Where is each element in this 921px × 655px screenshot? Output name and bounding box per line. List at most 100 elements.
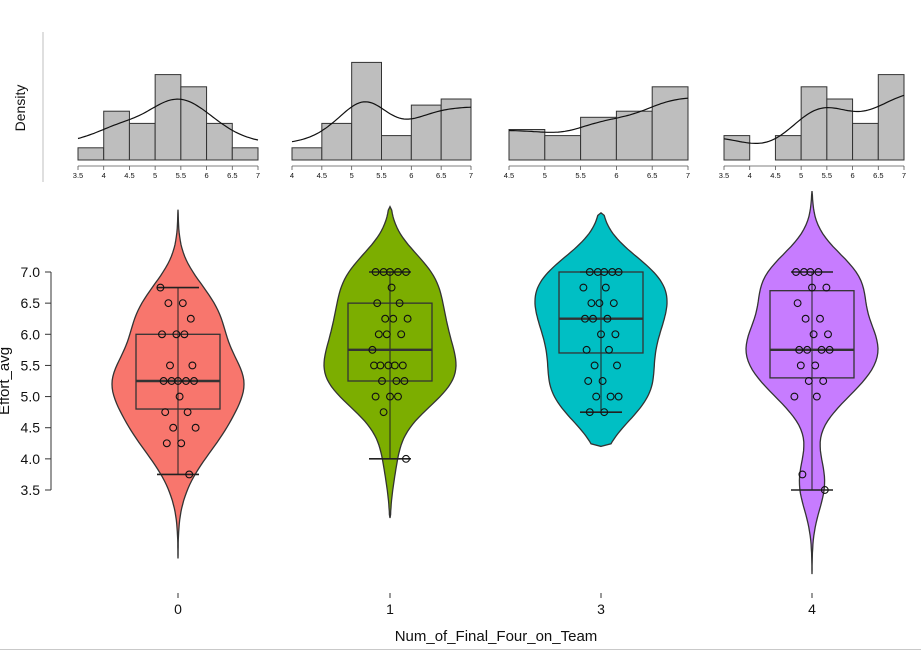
histogram-bar	[651, 86, 689, 161]
histogram-tick-label: 5	[350, 171, 354, 180]
histogram-bar	[381, 135, 412, 161]
data-point	[819, 377, 828, 385]
data-point	[603, 314, 612, 323]
histogram-bar	[877, 74, 905, 161]
density-panel: Density 3.5 4 4.5 5 5.5 6 6.5 7 4 4.5 5 5.5 6 6.5 7 4.5…	[12, 32, 906, 182]
data-point	[370, 361, 378, 370]
data-point	[394, 268, 402, 276]
data-point	[402, 268, 410, 276]
violin-group-0	[111, 209, 245, 559]
histogram-tick-label: 5.5	[822, 171, 832, 180]
data-point	[368, 345, 377, 354]
density-curve	[291, 101, 472, 143]
data-point	[169, 423, 178, 432]
data-point	[822, 283, 831, 292]
histogram-tick-label: 3.5	[73, 171, 83, 180]
data-point	[598, 377, 607, 385]
data-point	[186, 314, 195, 323]
data-point	[191, 423, 200, 432]
histogram-bar	[508, 129, 546, 161]
histogram-tick-label: 6.5	[227, 171, 237, 180]
data-point	[795, 345, 804, 354]
data-point	[159, 377, 168, 385]
data-point	[803, 345, 812, 354]
data-point	[790, 392, 799, 401]
histogram-tick-label: 4.5	[124, 171, 134, 180]
histogram-tick-label: 7	[469, 171, 473, 180]
histogram-tick-label: 4	[102, 171, 106, 180]
data-point	[379, 408, 388, 417]
density-curve	[723, 94, 905, 144]
data-point	[793, 299, 802, 308]
data-point	[600, 408, 609, 417]
histogram-bar	[544, 135, 582, 161]
data-point	[811, 361, 820, 370]
histogram-4: 3.5 4 4.5 5 5.5 6 6.5 7	[719, 74, 906, 180]
x-axis-label: Num_of_Final_Four_on_Team	[395, 628, 598, 645]
y-tick-label: 5.0	[21, 389, 41, 405]
data-point	[804, 377, 813, 385]
histogram-0: 3.5 4 4.5 5 5.5 6 6.5 7	[73, 74, 260, 180]
histogram-bar	[852, 122, 879, 161]
histogram-tick-label: 5	[543, 171, 547, 180]
data-point	[593, 268, 602, 276]
histogram-tick-label: 6.5	[436, 171, 446, 180]
data-point	[175, 392, 184, 401]
data-point	[166, 361, 174, 370]
histogram-bar	[180, 86, 208, 161]
data-point	[597, 330, 605, 339]
box-iqr	[347, 302, 433, 382]
histogram-tick-label: 3.5	[719, 171, 729, 180]
histogram-tick-label: 7	[256, 171, 260, 180]
histogram-tick-label: 6	[204, 171, 208, 180]
data-point	[384, 361, 393, 370]
y-tick-label: 6.0	[21, 326, 41, 342]
box-iqr	[135, 333, 221, 410]
data-point	[581, 314, 589, 323]
data-point	[792, 268, 800, 276]
data-point	[402, 454, 410, 463]
density-curve	[77, 98, 259, 141]
data-point	[816, 314, 824, 323]
histogram-tick-label: 7	[686, 171, 690, 180]
data-point	[374, 330, 383, 339]
histogram-tick-label: 5.5	[176, 171, 186, 180]
data-point	[395, 299, 404, 308]
data-point	[371, 392, 380, 401]
data-point	[378, 377, 386, 385]
histogram-tick-label: 5.5	[575, 171, 585, 180]
data-point	[800, 268, 808, 276]
histogram-tick-label: 6	[614, 171, 618, 180]
data-point	[796, 361, 805, 370]
histogram-bar	[291, 147, 323, 161]
data-point	[398, 361, 407, 370]
data-point	[817, 345, 826, 354]
data-point	[379, 268, 388, 276]
density-axis-label: Density	[12, 85, 28, 132]
data-point	[167, 377, 176, 385]
histogram-bar	[774, 135, 802, 161]
data-point	[373, 299, 382, 308]
histogram-tick-label: 5	[153, 171, 157, 180]
data-point	[808, 283, 816, 292]
data-point	[606, 392, 615, 401]
data-point	[394, 392, 402, 401]
data-point	[397, 330, 406, 339]
data-point	[162, 439, 171, 448]
histogram-bar	[128, 122, 156, 161]
data-point	[809, 330, 818, 339]
y-tick-label: 7.0	[21, 264, 41, 280]
data-point	[579, 283, 588, 292]
data-point	[609, 299, 618, 308]
data-point	[403, 314, 412, 323]
data-point	[601, 283, 610, 292]
histogram-tick-label: 4.5	[770, 171, 780, 180]
y-axis-ticks: 3.5 4.0 4.5 5.0 5.5 6.0 6.5 7.0	[21, 264, 51, 498]
data-point	[611, 330, 620, 339]
data-point	[158, 330, 166, 339]
density-curve	[508, 97, 689, 133]
data-point	[613, 361, 621, 370]
data-point	[585, 268, 594, 276]
histogram-tick-label: 5.5	[376, 171, 386, 180]
